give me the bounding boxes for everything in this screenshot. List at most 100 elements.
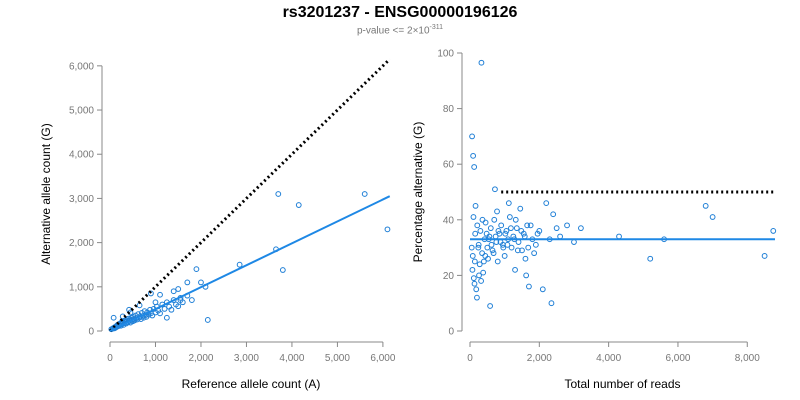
data-point	[198, 279, 204, 286]
data-point	[494, 208, 500, 215]
data-point	[494, 258, 501, 265]
x-tick-label: 5,000	[325, 353, 350, 364]
y-tick-label: 0	[88, 327, 94, 338]
data-point	[295, 202, 302, 208]
y-tick-label: 6,000	[69, 61, 94, 72]
data-point	[616, 233, 622, 240]
data-point	[149, 312, 156, 319]
data-point	[557, 233, 564, 240]
data-point	[543, 200, 550, 207]
data-point	[492, 186, 498, 193]
data-point	[157, 310, 163, 317]
y-tick-label: 2,000	[69, 238, 94, 249]
data-point	[534, 230, 541, 237]
data-point	[496, 230, 503, 237]
data-point	[473, 286, 480, 293]
data-point	[512, 266, 518, 273]
x-tick-label: 4,000	[279, 353, 304, 364]
data-point	[469, 253, 476, 259]
data-point	[571, 239, 577, 245]
data-point	[508, 244, 515, 251]
data-point	[468, 244, 475, 251]
data-point	[475, 241, 482, 248]
data-point	[110, 314, 117, 321]
data-point	[512, 216, 519, 223]
data-point	[501, 253, 508, 259]
data-point	[522, 255, 529, 262]
data-point	[480, 258, 487, 265]
percentage-scatter-panel: 0 20 40 60 80 100 0 2,000 4,000 6,000 8,000 Total n…	[411, 49, 777, 391]
data-point	[487, 303, 494, 309]
data-point	[469, 133, 475, 140]
allele-count-scatter-panel: 0 1,000 2,000 3,000 4,000 5,000 6,000 0 1,000 2,0…	[39, 58, 396, 391]
data-point	[168, 306, 175, 313]
x-tick-label: 8,000	[735, 353, 760, 364]
data-point	[490, 250, 497, 257]
data-point	[539, 286, 546, 293]
y-tick-label: 3,000	[69, 194, 94, 205]
data-point	[504, 241, 511, 248]
data-point	[564, 222, 570, 229]
y-tick-label: 80	[443, 104, 455, 115]
x-tick-label: 2,000	[188, 353, 213, 364]
data-point	[471, 164, 478, 170]
data-point	[514, 247, 521, 254]
data-point	[469, 266, 476, 273]
y-tick-label: 5,000	[69, 106, 94, 117]
x-tick-label: 4,000	[596, 353, 621, 364]
data-point	[491, 216, 498, 223]
chart-title: rs3201237 - ENSG00000196126	[282, 4, 518, 21]
data-point	[548, 300, 555, 307]
data-point	[474, 222, 481, 229]
data-point	[647, 255, 654, 262]
x-tick-label: 2,000	[527, 353, 552, 364]
x-tick-label: 0	[107, 353, 113, 364]
data-point	[709, 214, 716, 220]
x-tick-label: 3,000	[234, 353, 259, 364]
y-axis-label: Alternative allele count (G)	[39, 123, 53, 264]
pvalue-text: p-value <= 2×10	[356, 25, 430, 37]
reference-dotted-line	[108, 58, 391, 333]
y-axis-label: Percentage alternative (G)	[411, 122, 425, 263]
y-tick-label: 100	[437, 49, 454, 60]
data-point	[500, 244, 507, 251]
data-point	[479, 216, 486, 223]
y-tick-label: 40	[443, 215, 455, 226]
x-axis-label: Reference allele count (A)	[182, 377, 321, 391]
data-point	[148, 290, 154, 297]
data-point	[482, 253, 489, 259]
data-point	[193, 266, 200, 273]
data-point	[517, 205, 524, 212]
data-point	[487, 225, 494, 232]
data-point	[170, 288, 177, 295]
data-point	[506, 214, 513, 220]
data-point	[279, 267, 286, 273]
data-point	[507, 225, 514, 232]
data-point	[518, 228, 525, 234]
data-point	[472, 230, 479, 237]
y-tick-label: 20	[443, 271, 455, 282]
data-point	[484, 244, 491, 251]
x-tick-label: 6,000	[370, 353, 395, 364]
data-point	[526, 283, 532, 290]
data-point	[479, 250, 486, 257]
data-point	[524, 222, 531, 229]
data-point	[480, 269, 487, 276]
data-point	[157, 291, 163, 298]
data-point	[503, 228, 510, 234]
data-point	[471, 258, 478, 265]
data-point	[475, 244, 482, 251]
data-point	[482, 219, 489, 226]
data-point	[204, 317, 211, 323]
data-point	[470, 152, 477, 159]
data-point	[483, 230, 490, 237]
chart-subtitle: p-value <= 2×10-311	[0, 24, 800, 36]
y-tick-label: 60	[443, 160, 455, 171]
data-point	[476, 272, 482, 279]
data-point	[476, 261, 483, 268]
y-tick-label: 4,000	[69, 150, 94, 161]
data-point	[702, 203, 709, 209]
data-point	[498, 222, 505, 229]
data-point	[502, 230, 509, 237]
